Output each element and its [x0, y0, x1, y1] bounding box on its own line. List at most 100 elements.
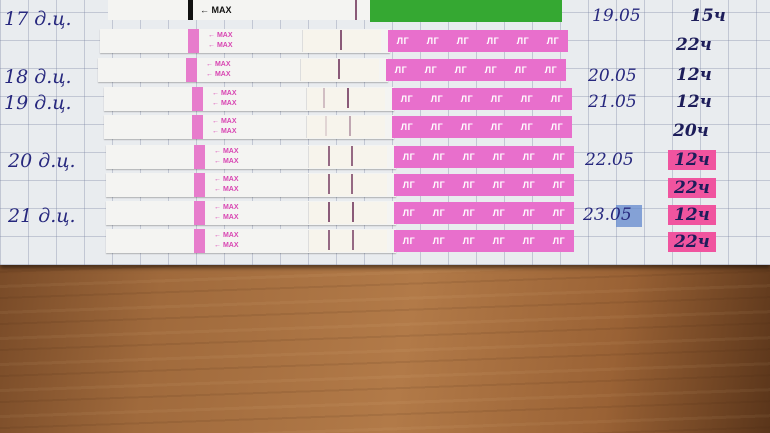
- handle-text: ЛГ: [514, 65, 528, 75]
- handle-text: ЛГ: [456, 36, 470, 46]
- handle-text: ЛГ: [552, 236, 566, 246]
- handle-text: ЛГ: [432, 236, 446, 246]
- date-label: 21.05: [588, 92, 637, 112]
- handle-text: ЛГ: [550, 94, 564, 104]
- cycle-day-label: 19 д.ц.: [4, 92, 72, 114]
- handle-text: ЛГ: [490, 122, 504, 132]
- green-strip-handle: [370, 0, 562, 22]
- max-label: ← MAX: [214, 148, 239, 155]
- handle-text: ЛГ: [462, 236, 476, 246]
- handle-text: ЛГ: [484, 65, 498, 75]
- result-line: [352, 202, 354, 222]
- time-label: 12ч: [676, 65, 712, 85]
- max-label: ← MAX: [214, 232, 239, 239]
- handle-text: ЛГ: [400, 94, 414, 104]
- handle-text: ЛГ: [552, 152, 566, 162]
- strip-handle: ЛГ ЛГ ЛГ ЛГ ЛГ ЛГ: [392, 116, 572, 138]
- result-line: [328, 174, 330, 194]
- date-label: 22.05: [585, 150, 634, 170]
- strip-handle: ЛГ ЛГ ЛГ ЛГ ЛГ ЛГ: [394, 230, 574, 252]
- cycle-day-label: 18 д.ц.: [4, 66, 72, 88]
- pink-marker: [194, 229, 205, 253]
- pink-marker: [194, 201, 205, 225]
- handle-text: ЛГ: [400, 122, 414, 132]
- time-label: 22ч: [668, 232, 716, 252]
- handle-text: ЛГ: [460, 122, 474, 132]
- wooden-table: [0, 262, 770, 433]
- handle-text: ЛГ: [432, 180, 446, 190]
- pink-marker: [194, 173, 205, 197]
- handle-text: ЛГ: [402, 152, 416, 162]
- result-line: [347, 88, 349, 108]
- result-line: [328, 230, 330, 250]
- result-window: [308, 202, 387, 224]
- top-test-strip: ← MAX: [108, 0, 370, 20]
- handle-text: ЛГ: [432, 152, 446, 162]
- pink-marker: [194, 145, 205, 169]
- handle-text: ЛГ: [552, 180, 566, 190]
- result-line: [349, 116, 351, 136]
- grid-paper-sheet: ← MAX ← MAX ← MAX ЛГ ЛГ ЛГ ЛГ ЛГ ЛГ ← MAX ← MAX ЛГ…: [0, 0, 770, 265]
- time-label: 15ч: [690, 6, 726, 26]
- max-label: ← MAX: [212, 128, 237, 135]
- handle-text: ЛГ: [396, 36, 410, 46]
- handle-text: ЛГ: [490, 94, 504, 104]
- blue-highlight-mark: [616, 205, 642, 227]
- handle-text: ЛГ: [522, 152, 536, 162]
- max-label: ← MAX: [208, 32, 233, 39]
- max-label: ← MAX: [212, 90, 237, 97]
- handle-text: ЛГ: [430, 122, 444, 132]
- handle-text: ЛГ: [394, 65, 408, 75]
- handle-text: ЛГ: [424, 65, 438, 75]
- strip-handle: ЛГ ЛГ ЛГ ЛГ ЛГ ЛГ: [394, 174, 574, 196]
- handle-text: ЛГ: [522, 236, 536, 246]
- date-label: 19.05: [592, 6, 641, 26]
- pink-marker: [192, 87, 203, 111]
- result-line: [328, 146, 330, 166]
- strip-marker: [188, 0, 193, 20]
- handle-text: ЛГ: [492, 208, 506, 218]
- strip-handle: ЛГ ЛГ ЛГ ЛГ ЛГ ЛГ: [394, 146, 574, 168]
- result-window: [306, 88, 385, 110]
- strip-handle: ЛГ ЛГ ЛГ ЛГ ЛГ ЛГ: [392, 88, 572, 110]
- time-label: 12ч: [676, 92, 712, 112]
- strip-handle: ЛГ ЛГ ЛГ ЛГ ЛГ ЛГ: [386, 59, 566, 81]
- handle-text: ЛГ: [462, 180, 476, 190]
- result-line: [352, 230, 354, 250]
- handle-text: ЛГ: [492, 180, 506, 190]
- result-window: [308, 146, 387, 168]
- pink-marker: [188, 29, 199, 53]
- result-window: [308, 230, 387, 252]
- handle-text: ЛГ: [516, 36, 530, 46]
- handle-text: ЛГ: [402, 208, 416, 218]
- handle-text: ЛГ: [492, 152, 506, 162]
- max-label: ← MAX: [206, 61, 231, 68]
- result-line: [323, 88, 325, 108]
- max-label: ← MAX: [214, 158, 239, 165]
- handle-text: ЛГ: [546, 36, 560, 46]
- result-window: [306, 116, 385, 138]
- max-label: ← MAX: [214, 186, 239, 193]
- handle-text: ЛГ: [522, 208, 536, 218]
- handle-text: ЛГ: [402, 236, 416, 246]
- handle-text: ЛГ: [520, 94, 534, 104]
- handle-text: ЛГ: [462, 152, 476, 162]
- pink-marker: [192, 115, 203, 139]
- result-line: [351, 146, 353, 166]
- time-label: 20ч: [673, 121, 709, 141]
- result-line: [325, 116, 327, 136]
- result-line: [328, 202, 330, 222]
- handle-text: ЛГ: [462, 208, 476, 218]
- max-label: ← MAX: [214, 176, 239, 183]
- handle-text: ЛГ: [552, 208, 566, 218]
- handle-text: ЛГ: [454, 65, 468, 75]
- max-label: ← MAX: [208, 42, 233, 49]
- time-label: 12ч: [668, 205, 716, 225]
- cycle-day-label: 20 д.ц.: [8, 150, 76, 172]
- cycle-day-label: 17 д.ц.: [4, 8, 72, 30]
- handle-text: ЛГ: [492, 236, 506, 246]
- handle-text: ЛГ: [550, 122, 564, 132]
- handle-text: ЛГ: [430, 94, 444, 104]
- max-label: ← MAX: [212, 100, 237, 107]
- result-line: [338, 59, 340, 79]
